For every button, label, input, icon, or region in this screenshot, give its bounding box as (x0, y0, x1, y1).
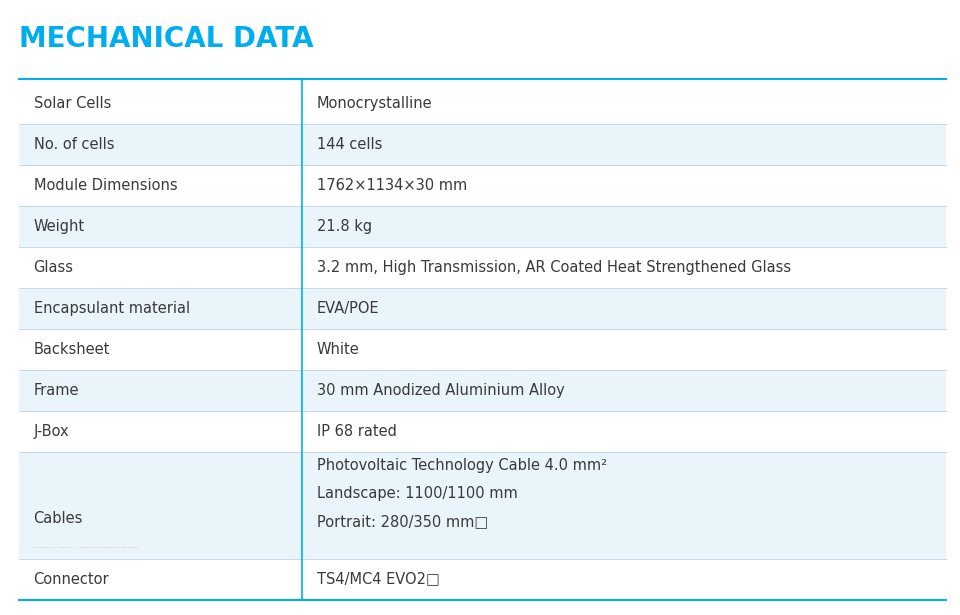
Text: 1762×1134×30 mm: 1762×1134×30 mm (317, 178, 468, 193)
Bar (19, 329, 946, 370)
Bar (19, 558, 946, 600)
Bar (19, 206, 946, 247)
Text: White: White (317, 342, 360, 357)
Text: Monocrystalline: Monocrystalline (317, 96, 432, 111)
Text: Glass: Glass (34, 260, 74, 275)
Text: No. of cells: No. of cells (34, 137, 114, 152)
Text: ....... ..... .............. ......: ....... ..... .............. ...... (34, 540, 139, 550)
Text: Backsheet: Backsheet (34, 342, 110, 357)
Text: Portrait: 280/350 mm□: Portrait: 280/350 mm□ (317, 514, 488, 529)
Bar (19, 83, 946, 124)
Text: Connector: Connector (34, 571, 109, 587)
Bar (19, 288, 946, 329)
Text: Photovoltaic Technology Cable 4.0 mm²: Photovoltaic Technology Cable 4.0 mm² (317, 458, 607, 474)
Text: Solar Cells: Solar Cells (34, 96, 111, 111)
Text: TS4/MC4 EVO2□: TS4/MC4 EVO2□ (317, 571, 440, 587)
Text: Module Dimensions: Module Dimensions (34, 178, 178, 193)
Text: 144 cells: 144 cells (317, 137, 382, 152)
Text: Weight: Weight (34, 219, 84, 234)
Text: Landscape: 1100/1100 mm: Landscape: 1100/1100 mm (317, 486, 517, 501)
Bar (19, 165, 946, 206)
Text: 3.2 mm, High Transmission, AR Coated Heat Strengthened Glass: 3.2 mm, High Transmission, AR Coated Hea… (317, 260, 791, 275)
Text: J-Box: J-Box (34, 424, 69, 439)
Bar (19, 124, 946, 165)
Bar (19, 452, 946, 558)
Text: MECHANICAL DATA: MECHANICAL DATA (19, 25, 314, 53)
Bar (19, 370, 946, 411)
Text: Frame: Frame (34, 383, 79, 398)
Text: Cables: Cables (34, 510, 83, 526)
Text: IP 68 rated: IP 68 rated (317, 424, 396, 439)
Text: EVA/POE: EVA/POE (317, 301, 379, 316)
Text: 30 mm Anodized Aluminium Alloy: 30 mm Anodized Aluminium Alloy (317, 383, 564, 398)
Text: 21.8 kg: 21.8 kg (317, 219, 372, 234)
Bar (19, 411, 946, 452)
Text: Encapsulant material: Encapsulant material (34, 301, 190, 316)
Bar (19, 247, 946, 288)
